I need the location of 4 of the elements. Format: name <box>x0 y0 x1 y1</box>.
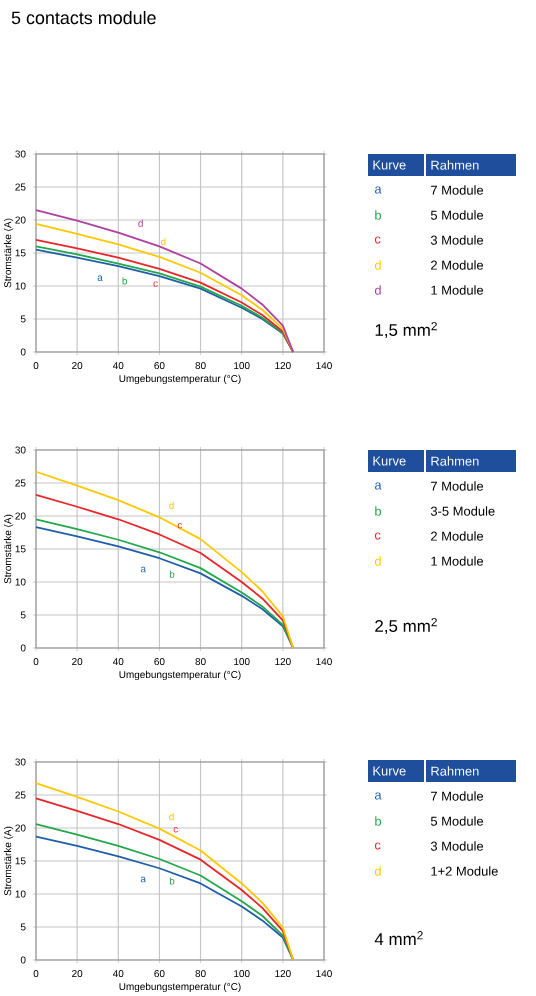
text: 1,5 mm$^{2}$ <box>375 321 437 339</box>
text: 2,5 mm$^{2}$ <box>375 617 437 635</box>
text: 4 mm$^{2}$ <box>374 931 423 945</box>
chart-title: 5 contacts module <box>11 11 156 25</box>
